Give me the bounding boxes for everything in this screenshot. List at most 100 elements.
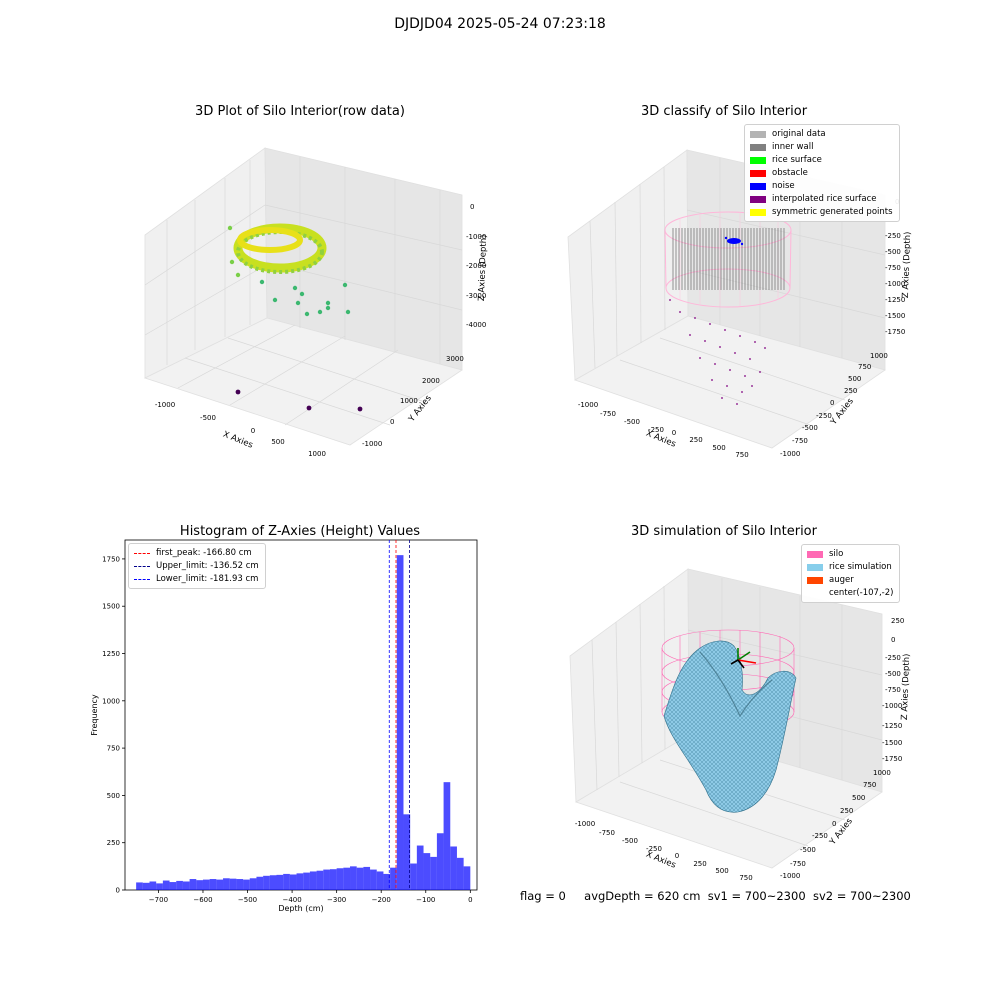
histogram-bar [263, 875, 270, 890]
legend-item-upper-limit: Upper_limit: -136.52 cm [134, 560, 259, 573]
histogram-bar [403, 814, 411, 890]
y-tick-label: 500 [107, 792, 120, 800]
y-tick-label: 1750 [102, 555, 120, 563]
classify-ytick-6: 250 [844, 387, 857, 395]
sim-ytick-5: 0 [832, 820, 836, 828]
sim-ytick-7: 500 [852, 794, 865, 802]
histogram-bar [416, 845, 424, 890]
histogram-bar [436, 833, 444, 890]
status-footer: flag = 0 avgDepth = 620 cm sv1 = 700~230… [520, 889, 911, 903]
histogram-bar [236, 879, 244, 890]
sim-xtick-1: -1000 [575, 820, 595, 828]
legend-item-center: center(-107,-2) [807, 587, 893, 600]
raw-ytick-4: 2000 [422, 377, 440, 385]
histogram-bar [323, 869, 330, 890]
histogram-bar [216, 879, 224, 890]
classify-xtick-1: -1000 [578, 401, 598, 409]
histogram-bar [350, 866, 357, 890]
classify-xtick-2: -750 [600, 410, 616, 418]
classify-xtick-6: 250 [689, 436, 702, 444]
sim-ztick-2: 0 [891, 636, 895, 644]
classify-ytick-2: -750 [792, 437, 808, 445]
classify-ytick-1: -1000 [780, 450, 800, 458]
raw-ytick-5: 3000 [446, 355, 464, 363]
histogram-vlines [388, 540, 410, 890]
sim-xtick-2: -750 [599, 829, 615, 837]
sim-ztick-1: 250 [891, 617, 904, 625]
sim-ytick-9: 1000 [873, 769, 891, 777]
sim-ztick-7: -1250 [882, 722, 902, 730]
legend-label: interpolated rice surface [772, 194, 877, 204]
classify-ytick-7: 500 [848, 375, 861, 383]
histogram-bar [243, 879, 250, 890]
raw-plot-title: 3D Plot of Silo Interior(row data) [195, 104, 405, 119]
x-tick-label: −100 [416, 896, 435, 904]
histogram-bar [396, 555, 404, 890]
histogram-legend: first_peak: -166.80 cm Upper_limit: -136… [128, 543, 266, 589]
histogram-bar [196, 880, 203, 890]
y-tick-label: 250 [107, 839, 120, 847]
classify-ztick-7: -1500 [885, 312, 905, 320]
raw-ztick-4: -3000 [466, 292, 486, 300]
figure-title: DJDJD04 2025-05-24 07:23:18 [394, 16, 606, 32]
raw-ytick-3: 1000 [400, 397, 418, 405]
legend-item-rice-surface: rice surface [750, 154, 893, 167]
sim-ytick-1: -1000 [780, 872, 800, 880]
histogram-bar [256, 876, 264, 890]
legend-item-auger: auger [807, 574, 893, 587]
histogram-bar [316, 870, 324, 890]
classify-ytick-5: 0 [830, 399, 834, 407]
classify-xtick-3: -500 [624, 418, 640, 426]
sim-xtick-3: -500 [622, 837, 638, 845]
x-tick-label: −400 [282, 896, 301, 904]
legend-item-rice-simulation: rice simulation [807, 561, 893, 574]
histogram-bar [423, 853, 431, 890]
legend-label: auger [829, 575, 854, 585]
sim-ztick-6: -1000 [882, 702, 902, 710]
histogram-bar [176, 880, 183, 890]
legend-label: center(-107,-2) [829, 588, 894, 598]
raw-ztick-5: -4000 [466, 321, 486, 329]
raw-z-axis-label: Z Axies (Depth) [477, 234, 489, 301]
legend-item-silo: silo [807, 548, 893, 561]
sv1-text: sv1 = 700~2300 [707, 889, 806, 903]
x-tick-label: −700 [149, 896, 168, 904]
histogram-bar [269, 875, 277, 890]
swatch [750, 196, 766, 203]
raw-3d-box [143, 147, 463, 446]
classify-ztick-2: -250 [885, 232, 901, 240]
raw-xtick-4: 500 [271, 438, 284, 446]
histogram-bar [249, 878, 257, 890]
classify-interpolated-points [669, 299, 766, 405]
classify-ytick-8: 750 [858, 363, 871, 371]
swatch [750, 183, 766, 190]
raw-xtick-3: 0 [251, 427, 255, 435]
legend-item-lower-limit: Lower_limit: -181.93 cm [134, 573, 259, 586]
sim-ytick-8: 750 [863, 781, 876, 789]
histogram-bar [329, 869, 337, 890]
sim-ytick-6: 250 [840, 807, 853, 815]
classify-xtick-7: 500 [712, 444, 725, 452]
histogram-bar [162, 880, 170, 890]
raw-xtick-1: -1000 [155, 401, 175, 409]
histogram-bar [296, 873, 304, 890]
classify-ytick-4: -250 [816, 412, 832, 420]
histogram-bar [142, 882, 150, 890]
simulation-legend: silo rice simulation auger center(-107,-… [801, 544, 901, 603]
x-tick-label: −300 [327, 896, 346, 904]
avg-depth-text: avgDepth = 620 cm [584, 889, 701, 903]
classify-ztick-3: -500 [885, 248, 901, 256]
swatch [750, 170, 766, 177]
simulation-plot-title: 3D simulation of Silo Interior [631, 524, 817, 539]
swatch [807, 590, 823, 597]
sim-ztick-5: -750 [885, 686, 901, 694]
histogram-bar [309, 871, 317, 890]
histogram-bar [450, 846, 457, 890]
swatch [807, 577, 823, 584]
histogram-bar [229, 878, 237, 890]
raw-point-ring [233, 223, 327, 274]
classify-ztick-5: -1000 [885, 280, 905, 288]
raw-ztick-1: 0 [470, 203, 474, 211]
